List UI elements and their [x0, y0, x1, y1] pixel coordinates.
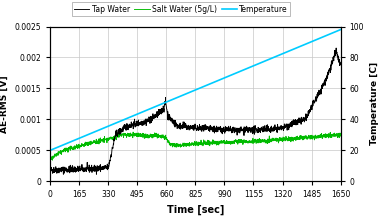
- Salt Water (5g/L): [221, 140, 226, 143]
- Salt Water (5g/L): [338, 132, 343, 135]
- Salt Water (5g/L): [131, 131, 135, 133]
- Tap Water: [179, 125, 183, 127]
- Tap Water: [174, 123, 178, 126]
- Salt Water (5g/L): [313, 137, 318, 139]
- Salt Water (5g/L): [179, 144, 183, 147]
- Salt Water (5g/L): [185, 143, 189, 146]
- Salt Water (5g/L): [71, 147, 75, 150]
- Tap Water: [185, 127, 189, 130]
- Tap Water: [70, 168, 75, 171]
- Tap Water: [94, 173, 99, 176]
- Y-axis label: Temperature [C]: Temperature [C]: [370, 62, 378, 145]
- Legend: Tap Water, Salt Water (5g/L), Temperature: Tap Water, Salt Water (5g/L), Temperatur…: [72, 2, 290, 16]
- Salt Water (5g/L): [48, 158, 53, 160]
- Salt Water (5g/L): [174, 142, 178, 145]
- Tap Water: [338, 61, 343, 64]
- X-axis label: Time [sec]: Time [sec]: [167, 205, 224, 215]
- Salt Water (5g/L): [50, 159, 55, 162]
- Tap Water: [334, 47, 339, 49]
- Line: Tap Water: Tap Water: [50, 48, 341, 174]
- Line: Salt Water (5g/L): Salt Water (5g/L): [50, 132, 341, 160]
- Tap Water: [313, 100, 317, 103]
- Y-axis label: AE-RMS [V]: AE-RMS [V]: [0, 75, 9, 133]
- Tap Water: [221, 128, 226, 131]
- Tap Water: [48, 168, 53, 171]
